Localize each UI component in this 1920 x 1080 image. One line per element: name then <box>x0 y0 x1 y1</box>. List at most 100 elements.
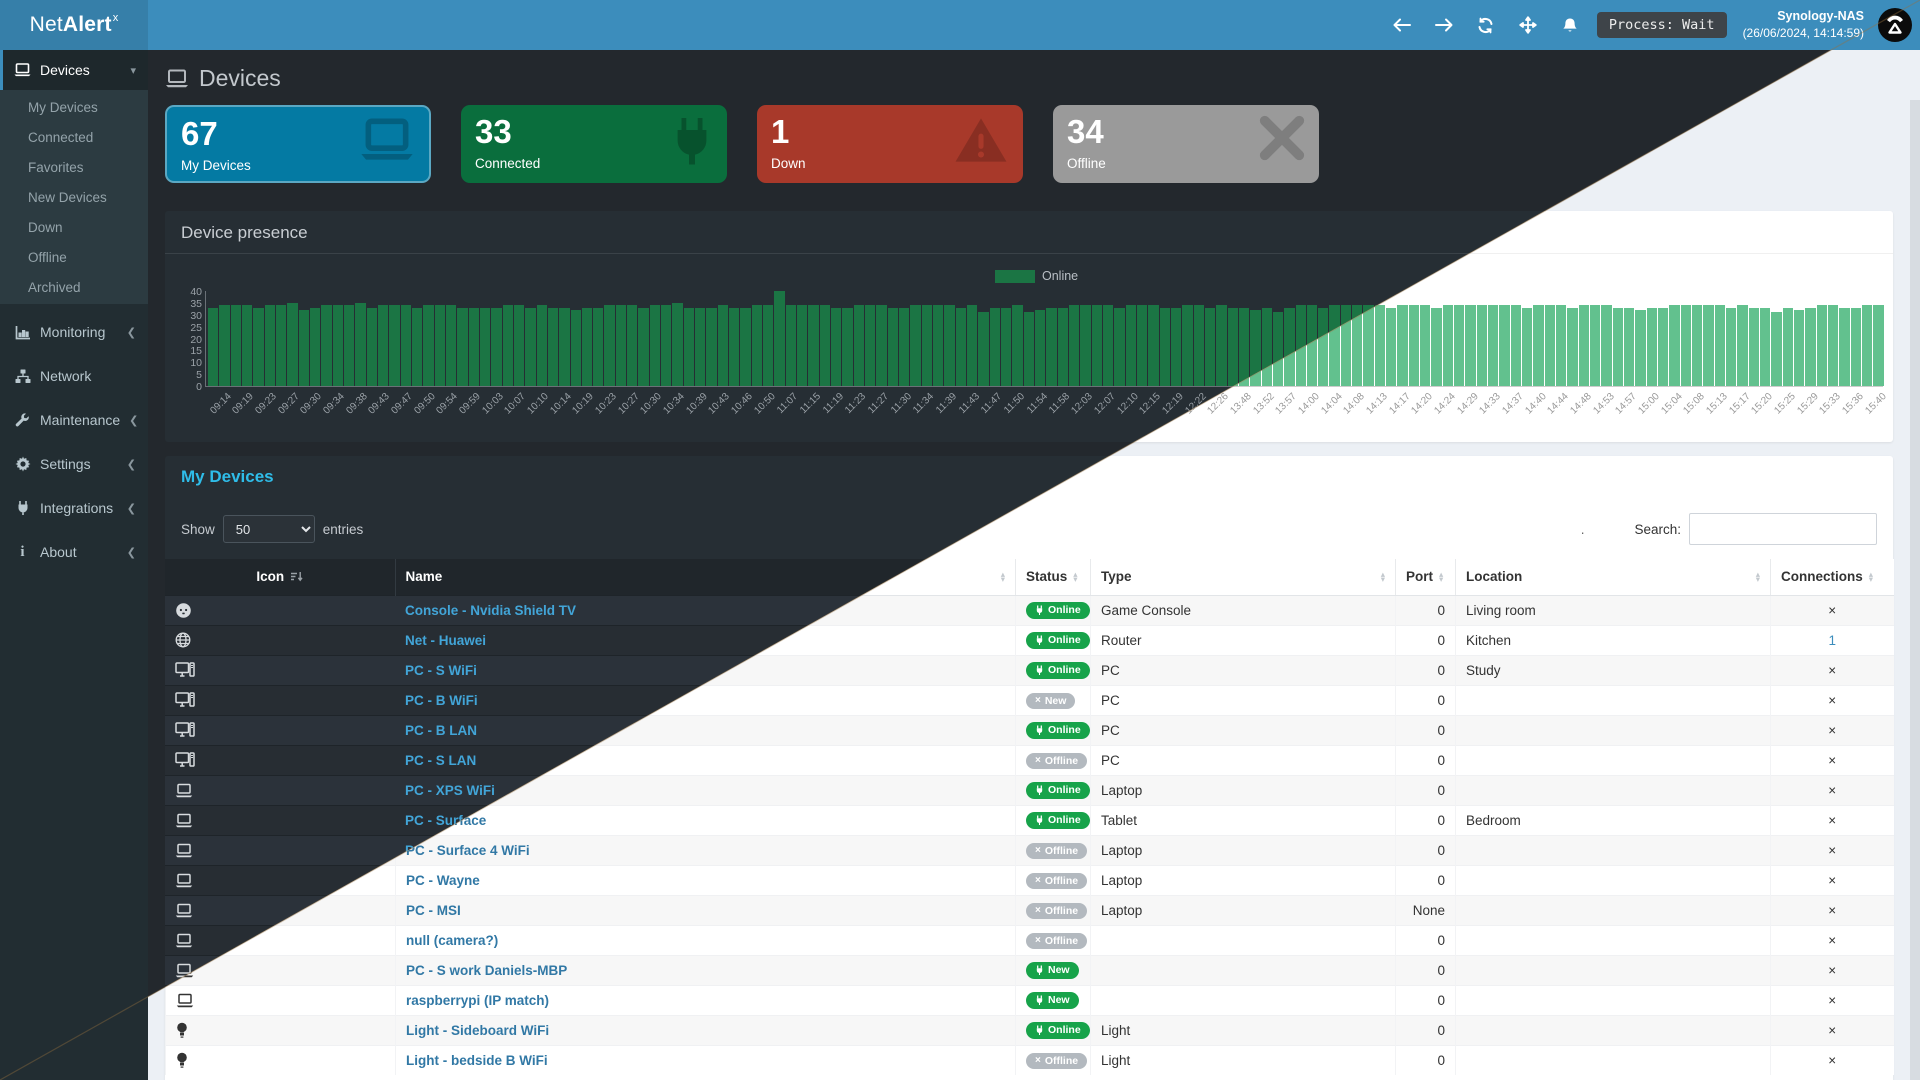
host-clock: Synology-NAS (26/06/2024, 14:14:59) <box>1743 8 1864 41</box>
device-name-link[interactable]: Console - Nvidia Shield TV <box>405 602 577 618</box>
online-bar <box>547 307 559 386</box>
chart-legend[interactable]: Online <box>995 269 1078 283</box>
sidebar-item-integrations[interactable]: Integrations ❮ <box>0 486 148 530</box>
device-name-link[interactable]: PC - S work Daniels-MBP <box>406 962 568 978</box>
device-name-link[interactable]: PC - B WiFi <box>405 692 478 708</box>
location-cell <box>1455 684 1771 715</box>
online-bar <box>1488 305 1499 386</box>
online-bar <box>921 305 932 386</box>
table-row: raspberrypi (IP match) New 0 × <box>165 984 1894 1015</box>
connections-link[interactable]: 1 <box>1828 632 1836 648</box>
column-header-icon[interactable]: Icon <box>165 559 395 595</box>
show-label: Show <box>181 521 215 537</box>
search-input[interactable] <box>1689 513 1877 545</box>
move-icon[interactable] <box>1517 14 1539 36</box>
device-name-link[interactable]: null (camera?) <box>406 932 499 948</box>
sidebar-item-maintenance[interactable]: Maintenance ❮ <box>0 398 148 442</box>
bell-icon[interactable] <box>1559 14 1581 36</box>
online-bar <box>1522 307 1533 386</box>
device-name-cell: PC - Wayne <box>395 864 1016 895</box>
online-bar <box>1193 305 1204 386</box>
sidebar-item-archived[interactable]: Archived <box>28 279 81 295</box>
device-name-link[interactable]: PC - Surface 4 WiFi <box>406 842 530 858</box>
device-name-link[interactable]: PC - Wayne <box>406 872 480 888</box>
sort-icon: ▴▾ <box>1868 569 1874 584</box>
device-name-link[interactable]: raspberrypi (IP match) <box>406 992 550 1008</box>
page-size-select[interactable]: 50 <box>222 515 315 543</box>
device-name-link[interactable]: PC - MSI <box>406 902 461 918</box>
card-down[interactable]: 1 Down <box>757 105 1023 183</box>
port-cell: 0 <box>1395 744 1456 775</box>
online-bar <box>1408 305 1420 386</box>
online-bar <box>1272 312 1284 386</box>
sidebar-item-new-devices[interactable]: New Devices <box>28 189 107 205</box>
y-tick: 15 <box>190 345 202 358</box>
sidebar: Devices ▾ My Devices Connected Favorites… <box>0 50 148 1080</box>
chevron-left-icon: ❮ <box>129 414 139 427</box>
sidebar-item-connected[interactable]: Connected <box>28 129 94 145</box>
online-bar <box>842 307 853 386</box>
sidebar-item-offline[interactable]: Offline <box>28 249 67 265</box>
device-name-link[interactable]: Light - bedside B WiFi <box>406 1052 548 1068</box>
online-bar <box>978 312 989 386</box>
online-bar <box>1737 305 1748 386</box>
sidebar-toggle-button[interactable] <box>148 0 194 50</box>
card-connected[interactable]: 33 Connected <box>461 105 727 183</box>
column-header-connections[interactable]: Connections▴▾ <box>1770 559 1894 596</box>
status-cell: ×Offline <box>1015 924 1091 955</box>
column-header-type[interactable]: Type▴▾ <box>1090 559 1396 596</box>
online-bar <box>1306 305 1318 386</box>
sidebar-item-monitoring[interactable]: Monitoring ❮ <box>0 310 148 354</box>
online-bar <box>1624 307 1635 386</box>
chevron-left-icon: ❮ <box>126 502 136 515</box>
column-header-location[interactable]: Location▴▾ <box>1455 559 1771 596</box>
device-name-link[interactable]: PC - S LAN <box>405 752 477 768</box>
location-cell <box>1455 1044 1771 1075</box>
online-bar <box>831 307 842 386</box>
device-name-link[interactable]: Net - Huawei <box>405 632 487 648</box>
port-cell: 0 <box>1395 864 1456 895</box>
refresh-icon[interactable] <box>1475 14 1497 36</box>
sidebar-item-devices[interactable]: Devices ▾ <box>0 50 148 90</box>
online-bar <box>989 307 1000 386</box>
card-offline[interactable]: 34 Offline <box>1053 105 1319 183</box>
card-value: 34 <box>1067 113 1104 150</box>
sidebar-item-down[interactable]: Down <box>28 219 63 235</box>
desktop-icon <box>165 684 395 715</box>
column-header-port[interactable]: Port▴▾ <box>1395 559 1456 596</box>
device-name-link[interactable]: PC - XPS WiFi <box>405 782 495 798</box>
online-bar <box>1329 305 1340 386</box>
laptop-icon <box>165 984 396 1015</box>
device-name-link[interactable]: PC - B LAN <box>405 722 477 738</box>
online-bar <box>955 307 966 386</box>
online-bar <box>944 305 955 386</box>
column-header-status[interactable]: Status▴▾ <box>1015 559 1091 596</box>
device-name-link[interactable]: Light - Sideboard WiFi <box>406 1022 550 1038</box>
sidebar-item-network[interactable]: Network <box>0 354 148 398</box>
card-value: 67 <box>181 115 218 152</box>
online-bar <box>253 307 264 386</box>
sidebar-item-about[interactable]: i About ❮ <box>0 530 148 574</box>
forward-arrow-icon[interactable] <box>1433 14 1455 36</box>
sidebar-item-my-devices[interactable]: My Devices <box>28 99 98 115</box>
sidebar-item-favorites[interactable]: Favorites <box>28 159 84 175</box>
online-bar <box>1510 305 1522 386</box>
y-tick: 30 <box>190 309 202 322</box>
online-bar <box>1714 305 1725 386</box>
online-bar <box>808 305 819 386</box>
sidebar-item-settings[interactable]: Settings ❮ <box>0 442 148 486</box>
avatar[interactable] <box>1878 8 1912 42</box>
online-bar <box>275 305 287 386</box>
online-bar <box>1861 305 1873 386</box>
online-bar <box>491 307 502 386</box>
scrollbar[interactable] <box>1910 100 1920 1080</box>
back-arrow-icon[interactable] <box>1391 14 1413 36</box>
online-bar <box>1386 307 1397 386</box>
online-bar <box>1556 305 1567 386</box>
device-name-link[interactable]: PC - S WiFi <box>405 662 477 678</box>
location-cell <box>1455 834 1771 865</box>
location-cell <box>1455 864 1771 895</box>
card-my-devices[interactable]: 67 My Devices <box>165 105 431 183</box>
